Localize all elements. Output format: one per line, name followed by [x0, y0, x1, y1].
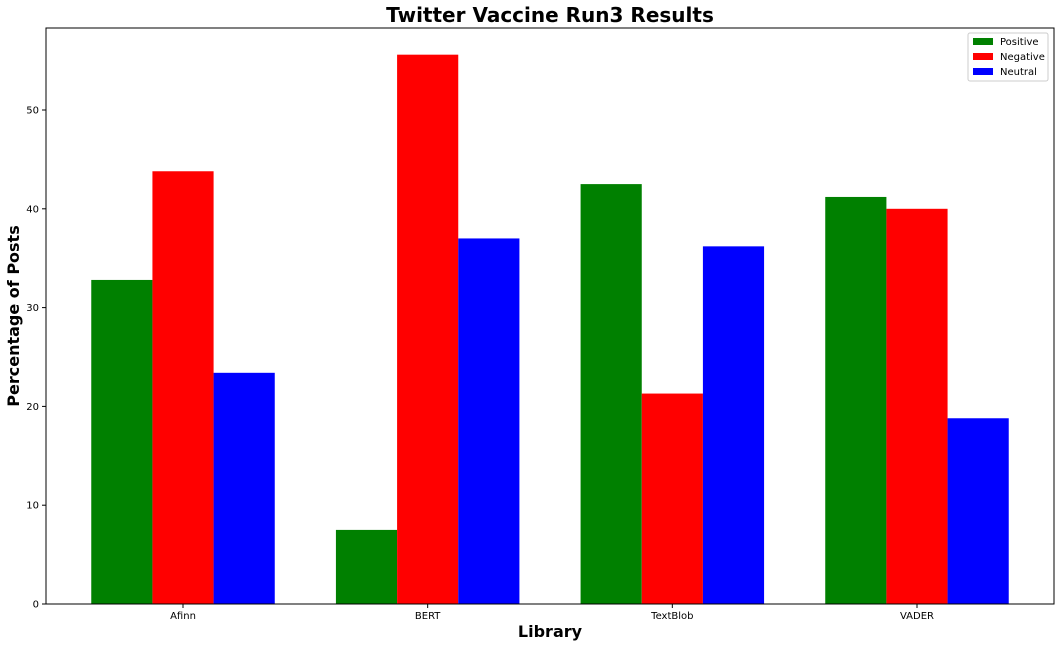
x-axis-label: Library — [518, 622, 583, 641]
bar-positive-vader — [825, 196, 887, 604]
legend-label-positive: Positive — [1000, 37, 1039, 48]
y-tick-label: 0 — [33, 600, 39, 611]
plot-frame — [45, 27, 1055, 605]
bar-negative-afinn — [152, 171, 214, 604]
x-tick-label: Afinn — [170, 611, 196, 622]
axes-layer: Afinn BERT TextBlob VADER 0 10 20 30 40 50 — [26, 27, 1055, 622]
y-tick-label: 50 — [26, 106, 39, 117]
x-tick-label: BERT — [415, 611, 441, 622]
y-tick-label: 30 — [26, 303, 39, 314]
x-tick-label: VADER — [900, 611, 934, 622]
legend-swatch-positive — [973, 38, 993, 45]
legend-label-neutral: Neutral — [1000, 67, 1037, 78]
y-tick-label: 40 — [26, 204, 39, 215]
bar-negative-textblob — [641, 393, 703, 604]
bar-negative-bert — [397, 54, 459, 604]
bar-positive-bert — [335, 529, 398, 604]
bar-negative-vader — [886, 208, 948, 605]
bar-neutral-afinn — [213, 372, 275, 604]
y-tick-label: 20 — [26, 402, 39, 413]
y-tick-label: 10 — [26, 501, 39, 512]
bar-positive-textblob — [580, 184, 642, 605]
bar-neutral-vader — [947, 418, 1009, 604]
bar-neutral-textblob — [702, 246, 765, 604]
legend: Positive Negative Neutral — [967, 32, 1049, 82]
y-axis-label: Percentage of Posts — [4, 225, 23, 406]
legend-swatch-neutral — [973, 68, 993, 75]
legend-label-negative: Negative — [1000, 52, 1045, 63]
chart-title: Twitter Vaccine Run3 Results — [386, 3, 714, 27]
bars-layer — [91, 54, 1009, 605]
bar-positive-afinn — [91, 279, 153, 604]
legend-swatch-negative — [973, 53, 993, 60]
bar-neutral-bert — [458, 238, 520, 604]
x-tick-label: TextBlob — [650, 611, 693, 622]
